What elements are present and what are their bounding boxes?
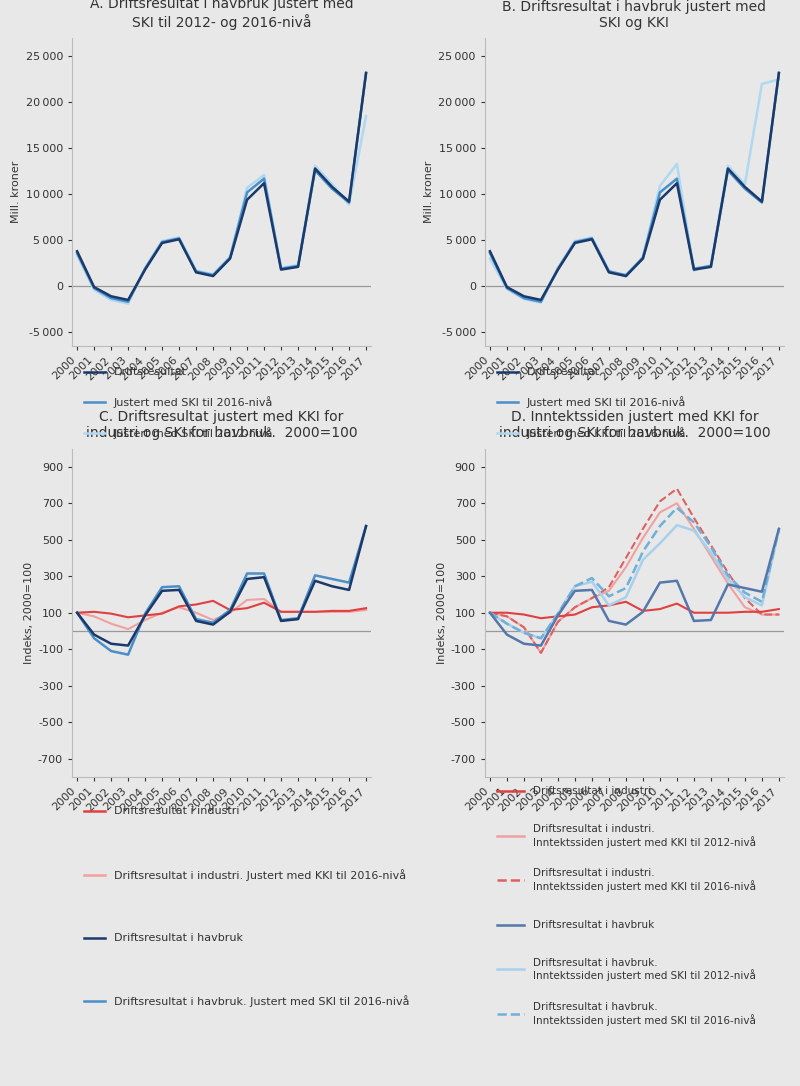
Text: Driftsresultat i industri.
Inntektssiden justert med KKI til 2012-nivå: Driftsresultat i industri. Inntektssiden… (533, 824, 756, 848)
Text: Driftsresultat i havbruk.
Inntektssiden justert med SKI til 2016-nivå: Driftsresultat i havbruk. Inntektssiden … (533, 1002, 755, 1026)
Text: Driftsresultat i havbruk.
Inntektssiden justert med SKI til 2012-nivå: Driftsresultat i havbruk. Inntektssiden … (533, 958, 755, 982)
Text: Justert med SKI til 2016-nivå: Justert med SKI til 2016-nivå (526, 396, 686, 408)
Text: Justert med SKI til 2016-nivå: Justert med SKI til 2016-nivå (114, 396, 274, 408)
Title: A. Driftsresultat i havbruk justert med
SKI til 2012- og 2016-nivå: A. Driftsresultat i havbruk justert med … (90, 0, 354, 30)
Title: B. Driftsresultat i havbruk justert med
SKI og KKI: B. Driftsresultat i havbruk justert med … (502, 0, 766, 30)
Text: Driftsresultat i industri: Driftsresultat i industri (533, 786, 651, 796)
Y-axis label: Mill. kroner: Mill. kroner (11, 161, 22, 223)
Y-axis label: Indeks, 2000=100: Indeks, 2000=100 (437, 561, 446, 664)
Text: Driftsresultat i industri.
Inntektssiden justert med KKI til 2016-nivå: Driftsresultat i industri. Inntektssiden… (533, 869, 756, 893)
Text: Justert med KKI til 2016-nivå: Justert med KKI til 2016-nivå (526, 427, 686, 439)
Text: Driftsresultat: Driftsresultat (114, 367, 187, 377)
Y-axis label: Indeks, 2000=100: Indeks, 2000=100 (24, 561, 34, 664)
Text: Driftsresultat i havbruk: Driftsresultat i havbruk (533, 920, 654, 930)
Text: Driftsresultat i industri: Driftsresultat i industri (114, 807, 239, 817)
Title: D. Inntektssiden justert med KKI for
industri og SKI for havbruk.  2000=100: D. Inntektssiden justert med KKI for ind… (498, 411, 770, 441)
Title: C. Driftsresultat justert med KKI for
industri og SKI for havbruk.  2000=100: C. Driftsresultat justert med KKI for in… (86, 411, 358, 441)
Text: Justert med SKI til 2012-nivå: Justert med SKI til 2012-nivå (114, 427, 274, 439)
Text: Driftsresultat i industri. Justert med KKI til 2016-nivå: Driftsresultat i industri. Justert med K… (114, 869, 406, 881)
Y-axis label: Mill. kroner: Mill. kroner (424, 161, 434, 223)
Text: Driftsresultat i havbruk. Justert med SKI til 2016-nivå: Driftsresultat i havbruk. Justert med SK… (114, 995, 410, 1007)
Text: Driftsresultat: Driftsresultat (526, 367, 600, 377)
Text: Driftsresultat i havbruk: Driftsresultat i havbruk (114, 933, 243, 943)
